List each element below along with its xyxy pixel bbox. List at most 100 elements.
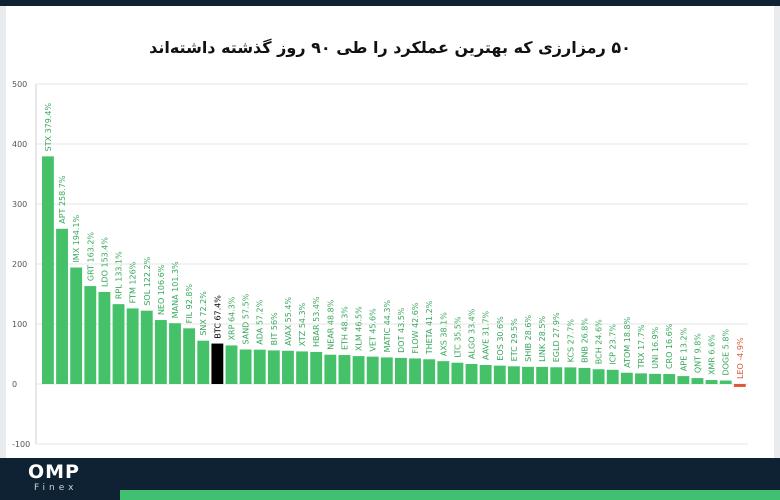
bar-data-label: FLOW 42.6% [411,302,420,353]
bar-data-label: ADA 57.2% [256,299,265,344]
bar-data-label: LEO -4.9% [736,337,745,379]
bar [522,366,534,384]
bar [409,358,421,384]
bar [437,361,450,384]
bar [70,267,83,384]
bar [465,363,478,384]
bar-data-label: LTC 35.5% [453,316,462,358]
bar-data-label: APE 13.2% [679,327,688,371]
bar-data-label: HBAR 53.4% [312,296,321,347]
bar [267,350,280,384]
y-tick-label: -100 [12,440,30,449]
bar-data-label: SNX 72.2% [199,291,208,336]
bar-data-label: DOT 43.5% [397,307,406,353]
logo-subtitle: Finex [34,483,78,493]
chart-title: ۵۰ رمزارزی که بهترین عملکرد را طی ۹۰ روز… [149,38,631,57]
bar [733,384,746,387]
bar [352,356,365,384]
bar [324,354,337,384]
bar-data-label: LINK 28.5% [538,315,547,361]
bar [154,320,167,384]
bar-data-label: SHIB 28.6% [524,315,533,362]
bar-data-label: BIT 56% [270,312,279,345]
bar-data-label: RPL 133.1% [115,251,124,299]
bar-data-label: DOGE 5.8% [722,329,731,376]
bar-data-label: KCS 27.7% [566,319,575,363]
bar [677,376,690,384]
bar [282,350,294,384]
bar [649,373,662,384]
bar-data-label: THETA 41.2% [425,300,434,355]
bar-data-label: APT 258.7% [58,175,67,224]
bar [183,328,196,384]
bar-data-label: BCH 24.6% [595,319,604,364]
bar-data-label: IMX 194.1% [72,214,81,262]
bar [479,364,492,384]
bar [423,359,436,384]
bar [98,291,111,384]
footer-accent-stripe [120,490,780,500]
bar [338,355,351,384]
bar [296,351,309,384]
bar-data-label: ETH 48.3% [340,306,349,350]
bar [310,351,323,384]
bar-data-label: LDO 153.4% [100,237,109,287]
bar-data-label: BNB 26.8% [580,318,589,363]
bar-data-label: ALGO 33.4% [468,308,477,359]
bar-data-label: BTC 67.4% [213,295,222,339]
bar-data-label: GRT 163.2% [86,232,95,282]
bar-data-label: SOL 122.2% [143,256,152,305]
bar [451,362,464,384]
bar-data-label: AAVE 31.7% [482,310,491,360]
bar-data-label: EOS 30.6% [496,316,505,361]
bar [239,349,252,384]
logo-wordmark: OMP [28,461,80,483]
bar [635,373,647,384]
top-bar [0,0,780,6]
bar [564,367,577,384]
bar-data-label: XTZ 54.3% [298,302,307,346]
bar-data-label: ATOM 18.8% [623,316,632,367]
bar [253,349,266,384]
y-tick-label: 400 [12,140,27,149]
bar-data-label: ICP 23.7% [609,324,618,365]
bar [42,156,54,384]
right-margin [774,6,780,458]
bar-data-label: MANA 101.3% [171,261,180,318]
bar [705,380,718,384]
bar [620,372,633,384]
bar-data-label: TRX 17.7% [637,324,646,369]
left-margin [0,6,6,458]
bar [719,380,732,384]
bar [380,357,393,384]
bar [112,304,125,384]
y-tick-label: 100 [12,320,27,329]
bar [56,228,68,384]
bar-data-label: AXS 38.1% [439,312,448,356]
bar-data-label: XMR 6.6% [708,334,717,375]
bar-data-label: FIL 92.8% [185,284,194,324]
bar-data-label: SAND 57.5% [242,293,251,344]
bar [140,310,153,384]
bar [536,366,549,384]
bar [550,367,563,384]
bar-data-label: EGLD 27.9% [552,312,561,362]
y-tick-label: 0 [12,380,17,389]
bar [691,378,704,384]
bar-data-label: VET 45.6% [369,308,378,352]
bar [606,369,619,384]
bar-data-label: NEAR 48.8% [326,299,335,349]
bar [126,308,139,384]
bar-chart: -100 0 100 200 300 400 500 STX 379.4% APT 258.7%… [12,80,748,449]
bar-data-label: XLM 46.5% [355,306,364,351]
y-tick-label: 300 [12,200,27,209]
bar [578,367,591,384]
y-tick-label: 200 [12,260,27,269]
bar [592,369,605,384]
bar-data-label: UNI 16.9% [651,326,660,369]
bar [663,374,676,384]
bar [84,286,97,384]
bar [366,356,379,384]
bar [197,340,210,384]
bar [507,366,520,384]
